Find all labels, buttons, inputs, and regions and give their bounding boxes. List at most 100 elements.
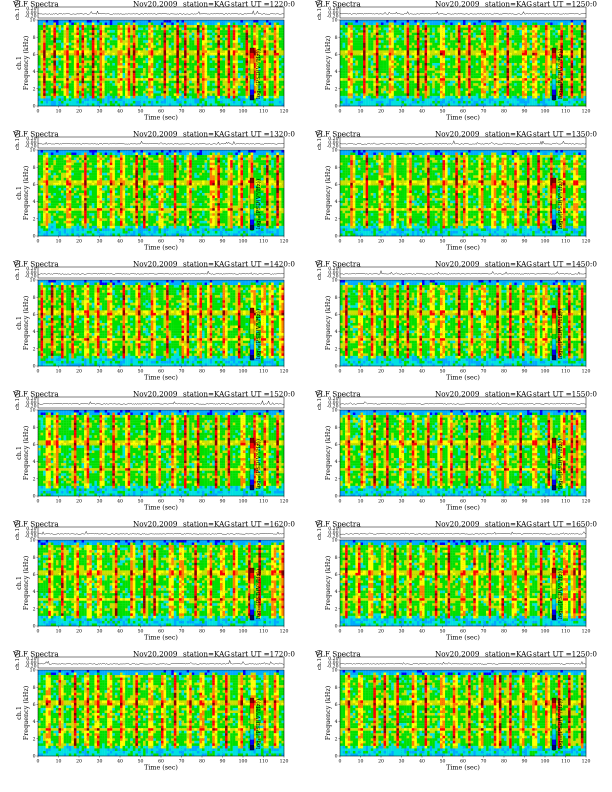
x-tick-label: 20 [76, 369, 82, 375]
colorbar-segment [552, 458, 556, 465]
x-tick-label: 10 [56, 109, 62, 115]
x-tick-label: 80 [199, 109, 205, 115]
x-tick-label: 20 [378, 499, 384, 505]
colorbar-segment [250, 178, 254, 184]
x-tick-label: 90 [220, 369, 226, 375]
colorbar-label: log₁₀(PSD(V²/Hz)) [255, 699, 262, 749]
colorbar-segment [552, 573, 556, 579]
colorbar-label: log₁₀(PSD(V²/Hz)) [557, 179, 564, 229]
colorbar-segment [250, 94, 254, 101]
x-tick-label: 90 [522, 109, 528, 115]
x-tick-label: 100 [239, 759, 248, 765]
x-tick-label: 50 [138, 629, 144, 635]
x-tick-label: 0 [339, 369, 342, 375]
colorbar-segment [250, 604, 254, 610]
x-tick-label: 50 [138, 369, 144, 375]
colorbar-segment [552, 214, 556, 220]
x-tick-label: 70 [179, 239, 185, 245]
colorbar-segment [552, 698, 556, 704]
y-tick-label: 6 [33, 52, 36, 58]
colorbar-label: log₁₀(PSD(V²/Hz)) [255, 569, 262, 619]
y-tick-label: 2 [33, 736, 36, 742]
colorbar-segment [250, 349, 254, 355]
x-tick-label: 90 [522, 629, 528, 635]
waveform-tick: 0.00 [26, 660, 36, 666]
colorbar-segment [250, 739, 254, 745]
x-tick-label: 40 [117, 369, 123, 375]
waveform-tick: 0.20 [26, 266, 36, 272]
panel-station: station=KAG [183, 0, 230, 9]
x-axis-label: Time (sec) [144, 504, 178, 512]
colorbar-segment [250, 458, 254, 465]
colorbar-segment [250, 334, 254, 340]
x-tick-label: 10 [358, 109, 364, 115]
y-tick-label: 8 [33, 555, 36, 561]
y-tick-label: 6 [335, 182, 338, 188]
x-tick-label: 70 [179, 499, 185, 505]
channel-label: ch.1 [15, 706, 23, 720]
panel-1: VLF Spectra Nov20,2009 station=KAG start UT… [314, 0, 597, 122]
waveform-line [37, 530, 285, 535]
colorbar-segment [552, 703, 556, 709]
y-tick-label: 2 [335, 476, 338, 482]
waveform-line [37, 399, 285, 405]
waveform-ylabel: ch.1(V) [14, 520, 21, 540]
colorbar-segment [552, 718, 556, 725]
x-tick-label: 120 [280, 109, 289, 115]
channel-label: ch.1 [15, 186, 23, 200]
colorbar-segment [250, 724, 254, 730]
waveform-tick: 0.00 [26, 140, 36, 146]
panel-start-ut: start UT =1420:0 [231, 260, 295, 269]
y-tick-label: 8 [335, 555, 338, 561]
x-tick-label: 20 [378, 369, 384, 375]
waveform-tick: 0.00 [26, 530, 36, 536]
y-tick-label: 6 [335, 442, 338, 448]
waveform-ylabel: ch.1(V) [14, 650, 21, 670]
x-axis-label: Time (sec) [144, 764, 178, 772]
x-tick-label: 30 [399, 759, 405, 765]
x-tick-label: 0 [37, 109, 40, 115]
x-tick-label: 100 [541, 499, 550, 505]
waveform-tick: 0.20 [26, 6, 36, 12]
colorbar-segment [552, 48, 556, 54]
colorbar-segment [552, 183, 556, 189]
y-tick-label: 2 [33, 606, 36, 612]
x-tick-label: 80 [501, 629, 507, 635]
y-tick-label: 0 [33, 494, 36, 500]
x-tick-label: 100 [239, 499, 248, 505]
y-tick-label: 0 [335, 624, 338, 630]
panel-date: Nov20,2009 [435, 650, 480, 659]
colorbar-label: log₁₀(PSD(V²/Hz)) [557, 309, 564, 359]
x-axis-label: Time (sec) [446, 634, 480, 642]
x-tick-label: 120 [280, 369, 289, 375]
x-tick-label: 50 [138, 239, 144, 245]
x-tick-label: 120 [280, 629, 289, 635]
y-tick-label: 0 [335, 234, 338, 240]
panel-5: VLF Spectra Nov20,2009 station=KAG start UT… [314, 260, 597, 382]
colorbar-frame [249, 307, 255, 361]
waveform-line [339, 531, 587, 535]
colorbar-label: log₁₀(PSD(V²/Hz)) [255, 179, 262, 229]
colorbar-segment [250, 209, 254, 215]
y-tick-label: 0 [335, 104, 338, 110]
colorbar-segment [552, 438, 556, 444]
x-tick-label: 40 [117, 109, 123, 115]
y-axis-label: Frequency (kHz) [324, 296, 332, 350]
colorbar [249, 697, 255, 751]
colorbar-segment [552, 63, 556, 69]
x-tick-label: 70 [481, 499, 487, 505]
y-axis-label: Frequency (kHz) [22, 296, 30, 350]
x-tick-label: 80 [501, 109, 507, 115]
panel-date: Nov20,2009 [133, 130, 178, 139]
colorbar-label: log₁₀(PSD(V²/Hz)) [557, 439, 564, 489]
x-tick-label: 0 [339, 629, 342, 635]
x-tick-label: 10 [56, 239, 62, 245]
colorbar-segment [552, 479, 556, 485]
waveform-tick: -0.20 [25, 534, 37, 540]
x-tick-label: 20 [76, 499, 82, 505]
colorbar-segment [552, 724, 556, 730]
waveform-ylabel: ch.1(V) [316, 650, 323, 670]
spectrogram-cells [38, 20, 285, 107]
colorbar-segment [250, 443, 254, 449]
x-tick-label: 10 [358, 499, 364, 505]
